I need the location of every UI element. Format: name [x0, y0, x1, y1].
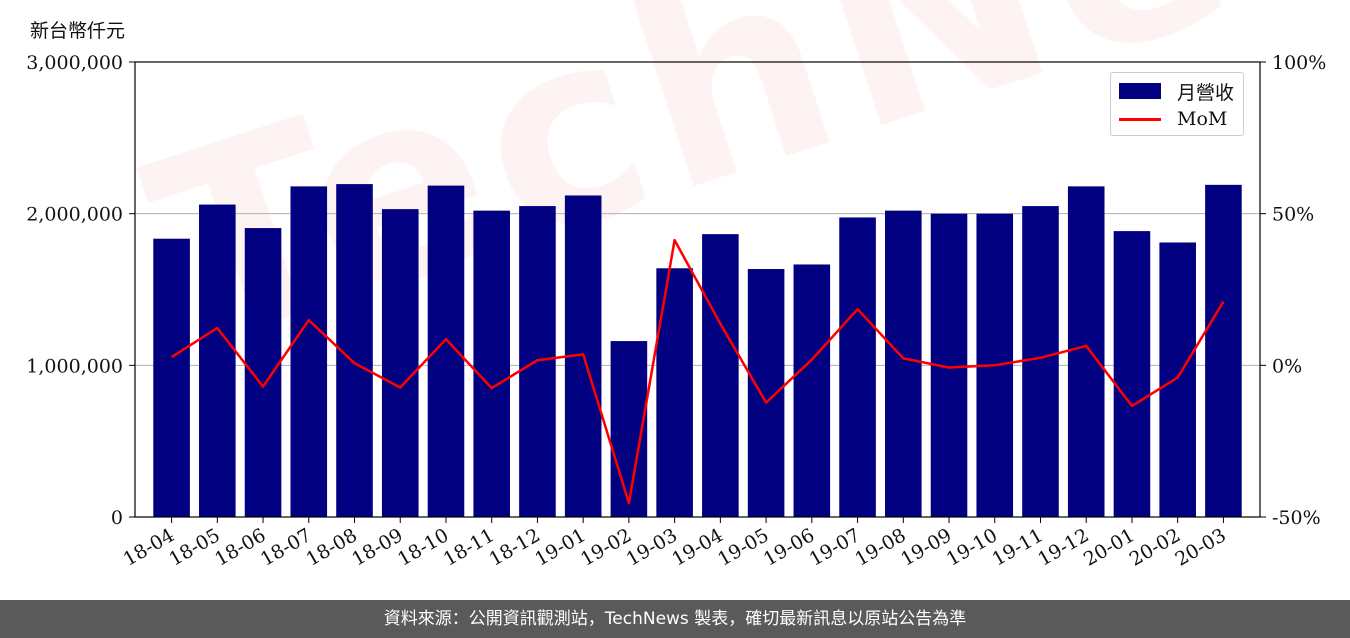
- legend-item-revenue: 月營收: [1119, 79, 1235, 104]
- x-tick-label: 18-10: [394, 524, 452, 570]
- bar-19-04: [702, 234, 739, 517]
- x-tick-label: 18-12: [485, 524, 543, 570]
- x-tick-label: 19-11: [989, 524, 1047, 570]
- chart-legend: 月營收 MoM: [1110, 72, 1244, 136]
- x-tick-label: 18-06: [211, 524, 269, 570]
- right-tick-label: -50%: [1272, 507, 1321, 529]
- revenue-chart: 0 1,000,000 2,000,000 3,000,000 -50% 0% 50% 100…: [26, 52, 1326, 571]
- right-tick-label: 0%: [1272, 355, 1302, 377]
- bar-20-03: [1205, 184, 1242, 517]
- x-tick-label: 19-09: [897, 524, 955, 570]
- x-tick-label: 19-02: [577, 524, 635, 570]
- x-tick-label: 19-06: [760, 524, 818, 570]
- legend-item-mom: MoM: [1119, 107, 1227, 131]
- mom-line: [170, 238, 1225, 505]
- plot-frame: [134, 61, 1261, 518]
- legend-swatch-line: [1119, 117, 1161, 121]
- x-tick-label: 19-10: [943, 524, 1001, 570]
- bar-18-05: [199, 204, 236, 518]
- x-tick-label: 20-02: [1126, 524, 1184, 570]
- bar-18-07: [290, 186, 328, 517]
- bar-18-06: [244, 228, 282, 517]
- source-footer: 資料來源：公開資訊觀測站，TechNews 製表，確切最新訊息以原站公告為準: [0, 600, 1350, 638]
- x-tick-label: 19-03: [623, 524, 681, 570]
- x-tick-label: 19-08: [851, 524, 909, 570]
- x-tick-label: 19-12: [1034, 524, 1092, 570]
- x-tick-label: 18-04: [120, 524, 178, 570]
- x-tick-label: 19-05: [714, 524, 772, 570]
- legend-label-revenue: 月營收: [1177, 81, 1235, 104]
- left-tick-label: 0: [111, 507, 123, 529]
- bar-19-05: [747, 269, 785, 517]
- bar-20-01: [1113, 231, 1151, 517]
- x-tick-label: 18-11: [440, 524, 498, 570]
- bar-18-11: [473, 210, 510, 517]
- x-tick-label: 20-03: [1171, 524, 1229, 570]
- bar-18-09: [381, 209, 419, 517]
- bar-19-11: [1022, 206, 1059, 518]
- bar-20-02: [1159, 242, 1196, 517]
- bar-18-04: [153, 238, 190, 518]
- x-tick-label: 19-01: [531, 524, 589, 570]
- bar-19-03: [656, 268, 693, 517]
- x-tick-label: 18-08: [303, 524, 361, 570]
- left-tick-label: 1,000,000: [26, 355, 123, 377]
- left-tick-label: 2,000,000: [26, 204, 123, 226]
- bar-19-12: [1067, 186, 1105, 517]
- right-tick-label: 100%: [1272, 52, 1326, 74]
- legend-swatch-bar: [1119, 83, 1161, 99]
- bar-19-08: [885, 210, 922, 517]
- x-tick-label: 18-07: [257, 524, 315, 570]
- x-tick-label: 18-05: [165, 524, 223, 570]
- left-tick-label: 3,000,000: [26, 52, 123, 74]
- x-tick-label: 20-01: [1080, 524, 1138, 570]
- y-axis-unit-label: 新台幣仟元: [30, 20, 126, 42]
- bar-19-07: [839, 217, 876, 518]
- x-tick-label: 19-04: [668, 524, 726, 570]
- legend-label-mom: MoM: [1177, 108, 1228, 130]
- bar-19-06: [793, 264, 831, 517]
- right-tick-label: 50%: [1272, 204, 1314, 226]
- x-tick-label: 19-07: [806, 524, 864, 570]
- x-tick-label: 18-09: [348, 524, 406, 570]
